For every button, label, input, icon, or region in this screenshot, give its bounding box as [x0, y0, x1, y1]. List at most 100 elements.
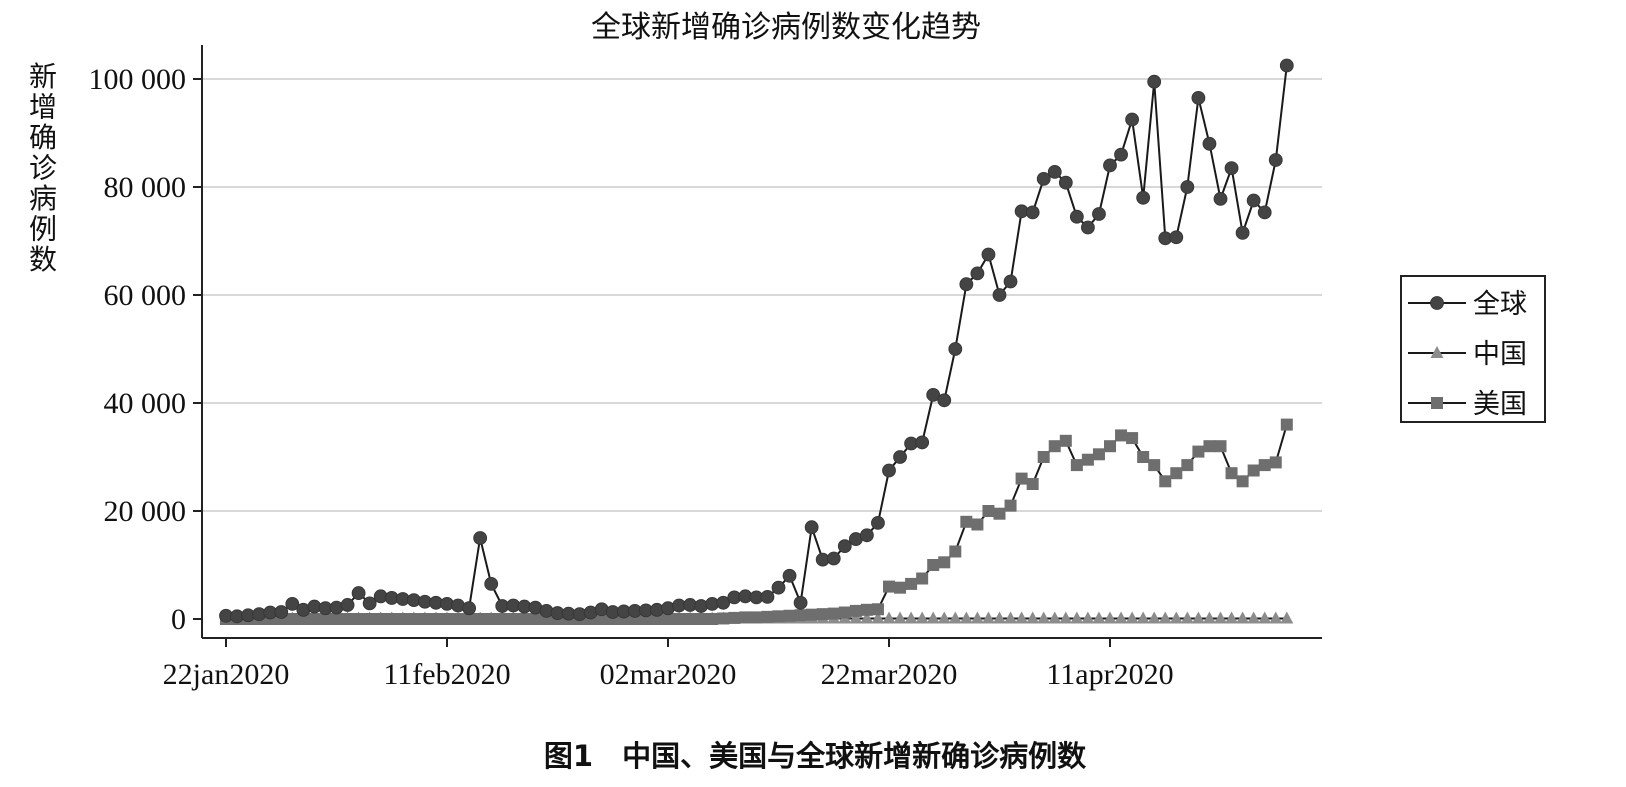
legend-label: 全球: [1473, 289, 1527, 320]
data-point: [970, 611, 984, 624]
data-point: [948, 611, 962, 624]
data-point: [1203, 440, 1216, 453]
data-point: [860, 528, 874, 543]
data-point: [783, 609, 796, 622]
data-point: [982, 505, 995, 517]
data-point: [518, 613, 531, 625]
data-point: [462, 601, 477, 616]
data-point: [1191, 91, 1206, 105]
y-tick-label: 60 000: [104, 279, 187, 312]
data-point: [1247, 611, 1261, 624]
data-point: [1213, 191, 1228, 206]
legend-item: 美国: [1408, 389, 1527, 420]
data-point: [286, 613, 299, 625]
data-point: [1136, 611, 1150, 624]
data-point: [993, 611, 1006, 624]
data-point: [1235, 225, 1250, 240]
data-point: [429, 613, 442, 625]
data-point: [1048, 440, 1061, 453]
data-point: [1180, 611, 1194, 624]
legend-label: 美国: [1473, 389, 1527, 420]
data-point: [1104, 440, 1116, 453]
data-point: [772, 610, 785, 623]
data-point: [871, 611, 885, 624]
data-point: [937, 611, 951, 624]
data-point: [1214, 440, 1227, 453]
series-circle: [219, 58, 1294, 624]
data-point: [882, 463, 896, 478]
data-point: [981, 611, 995, 624]
y-axis-label-char: 增: [29, 91, 57, 124]
data-point: [916, 572, 929, 585]
data-point: [1225, 611, 1239, 624]
data-point: [849, 611, 863, 624]
data-point: [1268, 153, 1283, 167]
data-point: [1036, 171, 1051, 186]
data-point: [970, 266, 985, 281]
data-point: [1192, 445, 1205, 458]
data-point: [452, 613, 465, 625]
data-point: [529, 613, 542, 625]
data-point: [1037, 451, 1050, 463]
data-point: [971, 518, 984, 531]
legend-item: 中国: [1408, 339, 1527, 370]
data-point: [330, 613, 343, 625]
data-point: [662, 613, 674, 625]
data-point: [706, 613, 719, 625]
data-point: [959, 277, 974, 292]
data-point: [816, 608, 829, 621]
data-point: [728, 611, 741, 624]
data-point: [1070, 611, 1084, 624]
data-point: [1169, 611, 1183, 624]
data-point: [1059, 434, 1072, 447]
data-point: [882, 611, 896, 624]
data-point: [938, 556, 951, 569]
data-point: [1148, 459, 1161, 472]
data-point: [1069, 209, 1084, 224]
series-line: [226, 424, 1288, 620]
y-axis-label-char: 病: [29, 182, 57, 215]
data-point: [981, 247, 996, 262]
data-point: [1147, 74, 1162, 89]
data-point: [926, 387, 941, 402]
data-point: [948, 342, 963, 356]
x-tick-labels: 22jan2020 11feb2020 02mar2020 22mar2020 11ap…: [163, 658, 1174, 691]
data-point: [1180, 180, 1195, 194]
figure-caption: 图1 中国、美国与全球新增新确诊病例数: [544, 739, 1087, 773]
data-point: [1170, 467, 1183, 480]
data-point: [684, 613, 697, 625]
data-point: [1246, 193, 1261, 208]
data-point: [893, 450, 907, 464]
data-point: [407, 613, 420, 625]
data-point: [1202, 136, 1217, 151]
data-point: [474, 613, 487, 625]
data-point: [1026, 611, 1040, 624]
data-point: [341, 613, 354, 625]
data-point: [960, 515, 973, 528]
data-point: [1081, 220, 1095, 235]
data-point: [473, 531, 488, 545]
data-point: [860, 603, 873, 616]
x-tick-label: 11feb2020: [383, 658, 510, 691]
data-point: [871, 603, 884, 616]
data-point: [385, 613, 398, 625]
data-point: [883, 580, 895, 593]
data-point: [827, 607, 840, 620]
data-point: [441, 613, 453, 625]
data-point: [1257, 205, 1272, 220]
data-point: [351, 586, 366, 600]
data-point: [1169, 230, 1184, 245]
data-point: [860, 611, 874, 624]
data-point: [771, 580, 786, 595]
data-point: [1181, 459, 1194, 472]
data-point: [496, 613, 509, 625]
data-point: [484, 577, 499, 591]
data-point: [1280, 418, 1293, 431]
data-point: [905, 577, 918, 590]
data-point: [1004, 611, 1018, 624]
legend-marker: [1430, 296, 1444, 310]
data-point: [1147, 611, 1161, 624]
data-point: [1125, 112, 1139, 127]
